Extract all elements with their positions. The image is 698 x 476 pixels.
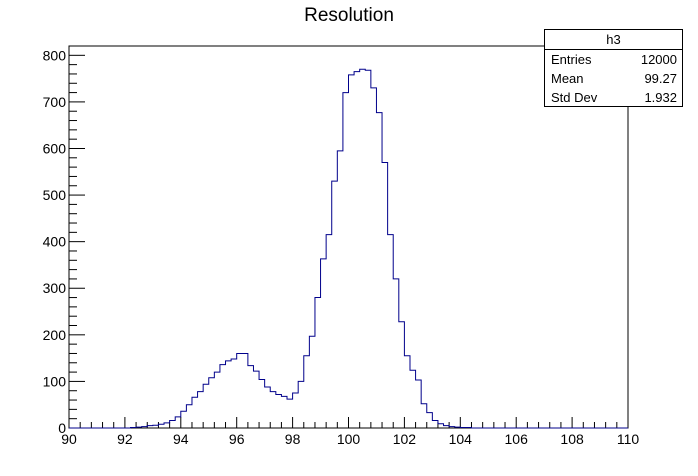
stats-title: h3 <box>545 30 682 50</box>
x-tick-label: 104 <box>449 431 473 447</box>
y-tick-label: 200 <box>43 327 67 343</box>
chart-title: Resolution <box>304 5 394 26</box>
stats-row-stddev: Std Dev 1.932 <box>545 88 682 107</box>
y-axis: 0 100 200 300 400 500 600 700 800 <box>43 45 85 436</box>
x-tick-label: 92 <box>117 431 133 447</box>
histogram-line <box>69 68 628 429</box>
x-tick-label: 94 <box>173 431 189 447</box>
stats-value: 99.27 <box>644 71 677 86</box>
y-tick-label: 800 <box>43 47 67 63</box>
stats-value: 1.932 <box>644 90 677 105</box>
x-tick-label: 108 <box>560 431 584 447</box>
x-tick-label: 96 <box>229 431 245 447</box>
stats-label: Entries <box>551 52 592 67</box>
x-tick-label: 90 <box>61 431 77 447</box>
x-axis: 90 92 94 96 98 100 102 104 106 108 110 <box>61 417 639 447</box>
y-tick-label: 0 <box>58 420 66 436</box>
stats-label: Mean <box>551 71 584 86</box>
histogram-bins <box>69 68 628 429</box>
y-tick-label: 300 <box>43 280 67 296</box>
x-tick-label: 110 <box>617 431 640 447</box>
stats-box: h3 Entries 12000 Mean 99.27 Std Dev 1.93… <box>544 29 683 107</box>
y-tick-label: 400 <box>43 234 67 250</box>
stats-row-mean: Mean 99.27 <box>545 69 682 88</box>
x-tick-label: 106 <box>505 431 529 447</box>
y-tick-label: 600 <box>43 140 67 156</box>
y-tick-label: 700 <box>43 94 67 110</box>
y-tick-label: 500 <box>43 187 67 203</box>
x-tick-label: 100 <box>337 431 361 447</box>
x-tick-label: 98 <box>285 431 301 447</box>
stats-value: 12000 <box>640 52 677 67</box>
x-tick-label: 102 <box>393 431 417 447</box>
y-tick-label: 100 <box>43 373 67 389</box>
stats-label: Std Dev <box>551 90 598 105</box>
stats-row-entries: Entries 12000 <box>545 50 682 69</box>
